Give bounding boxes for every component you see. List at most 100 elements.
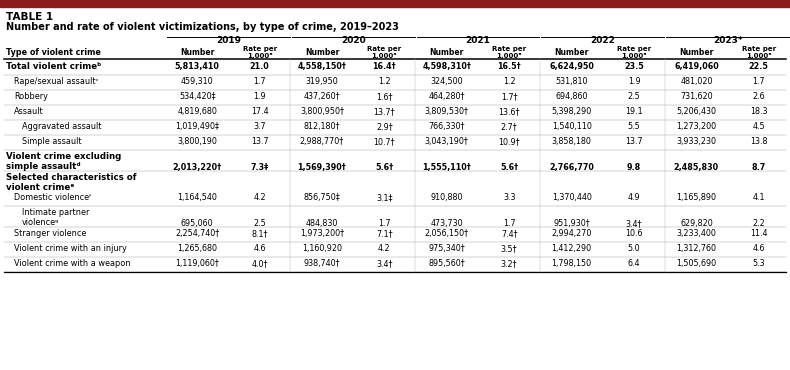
Text: 3,043,190†: 3,043,190† [425,137,468,146]
Text: 4.1: 4.1 [753,193,765,202]
Text: 5.6†: 5.6† [500,163,518,172]
Text: 3,858,180: 3,858,180 [551,137,592,146]
Text: 4.9: 4.9 [628,193,641,202]
Text: 4.6: 4.6 [753,244,765,253]
Text: 812,180†: 812,180† [303,122,340,131]
Text: 2,254,740†: 2,254,740† [175,229,220,238]
Text: Number and rate of violent victimizations, by type of crime, 2019–2023: Number and rate of violent victimization… [6,22,399,32]
Text: 3.3: 3.3 [503,193,515,202]
Text: 6.4: 6.4 [628,259,640,268]
Text: Rape/sexual assaultᶜ: Rape/sexual assaultᶜ [14,77,99,86]
Text: 4.2: 4.2 [254,193,266,202]
Text: 2.5: 2.5 [254,219,266,228]
Text: 2,485,830: 2,485,830 [674,163,719,172]
Text: Stranger violence: Stranger violence [14,229,86,238]
Text: Number: Number [555,48,589,57]
Text: 3.4†: 3.4† [626,219,642,228]
Text: 13.7: 13.7 [625,137,643,146]
Text: 629,820: 629,820 [680,219,713,228]
Text: 1,019,490‡: 1,019,490‡ [175,122,219,131]
Text: 19.1: 19.1 [625,107,643,116]
Text: 2,056,150†: 2,056,150† [425,229,468,238]
Text: 3,800,950†: 3,800,950† [300,107,344,116]
Text: 951,930†: 951,930† [553,219,590,228]
Text: Aggravated assault: Aggravated assault [22,122,101,131]
Text: 3.5†: 3.5† [501,244,517,253]
Text: 3.4†: 3.4† [376,259,393,268]
Text: 856,750‡: 856,750‡ [303,193,340,202]
Text: 5,813,410: 5,813,410 [175,62,220,71]
Text: 2.7†: 2.7† [501,122,517,131]
Text: 1.2: 1.2 [378,77,391,86]
Text: 7.3‡: 7.3‡ [250,163,269,172]
Text: 1,798,150: 1,798,150 [551,259,592,268]
Text: Number: Number [180,48,214,57]
Text: 766,330†: 766,330† [428,122,465,131]
Text: Selected characteristics of
violent crimeᵉ: Selected characteristics of violent crim… [6,173,137,192]
Text: 975,340†: 975,340† [428,244,465,253]
Text: 7.1†: 7.1† [376,229,393,238]
Text: 3,233,400: 3,233,400 [676,229,717,238]
Text: Assault: Assault [14,107,43,116]
Text: 1.6†: 1.6† [376,92,393,101]
Text: 481,020: 481,020 [680,77,713,86]
Text: 16.4†: 16.4† [373,62,397,71]
Text: Simple assault: Simple assault [22,137,81,146]
Text: 1,569,390†: 1,569,390† [298,163,346,172]
Text: 5.6†: 5.6† [375,163,393,172]
Text: 18.3: 18.3 [750,107,768,116]
Text: TABLE 1: TABLE 1 [6,12,53,22]
Text: 4.0†: 4.0† [251,259,268,268]
Text: 1.9: 1.9 [628,77,641,86]
Text: 10.6: 10.6 [625,229,643,238]
Text: 2,766,770: 2,766,770 [549,163,594,172]
Text: 1.2: 1.2 [503,77,516,86]
Text: 4,598,310†: 4,598,310† [423,62,472,71]
Text: Violent crime with an injury: Violent crime with an injury [14,244,126,253]
Text: 2.9†: 2.9† [376,122,393,131]
Text: 695,060: 695,060 [181,219,213,228]
Text: 2.2: 2.2 [752,219,766,228]
Text: Number: Number [305,48,339,57]
Text: 3.2†: 3.2† [501,259,517,268]
Text: 22.5: 22.5 [749,62,769,71]
Text: Rate per
1,000ᵃ: Rate per 1,000ᵃ [243,46,276,59]
Text: 2,988,770†: 2,988,770† [300,137,344,146]
Text: 7.4†: 7.4† [501,229,517,238]
Text: 1,265,680: 1,265,680 [177,244,217,253]
Text: 4.5: 4.5 [753,122,765,131]
Text: 13.6†: 13.6† [498,107,520,116]
Text: 938,740†: 938,740† [303,259,340,268]
Text: 1,160,920: 1,160,920 [302,244,342,253]
Text: 4.2: 4.2 [378,244,391,253]
Text: 5,398,290: 5,398,290 [551,107,592,116]
Text: 1.7: 1.7 [378,219,391,228]
Text: 6,624,950: 6,624,950 [549,62,594,71]
Text: 13.7: 13.7 [250,137,269,146]
Text: 1.7: 1.7 [254,77,266,86]
Text: 464,280†: 464,280† [428,92,465,101]
Text: 1,165,890: 1,165,890 [676,193,717,202]
Text: 13.7†: 13.7† [374,107,395,116]
Text: 2019: 2019 [216,36,241,45]
Text: 1,370,440: 1,370,440 [551,193,592,202]
Text: 9.8: 9.8 [627,163,641,172]
Text: 3,809,530†: 3,809,530† [425,107,468,116]
Text: 4,558,150†: 4,558,150† [298,62,347,71]
Text: 5.0: 5.0 [628,244,641,253]
Text: 6,419,060: 6,419,060 [674,62,719,71]
Text: 1,505,690: 1,505,690 [676,259,717,268]
Text: 3,800,190: 3,800,190 [177,137,217,146]
Text: Robbery: Robbery [14,92,48,101]
Text: 319,950: 319,950 [306,77,338,86]
Text: Rate per
1,000ᵃ: Rate per 1,000ᵃ [492,46,526,59]
Text: Number: Number [679,48,713,57]
Text: 1,119,060†: 1,119,060† [175,259,219,268]
Text: 5.5: 5.5 [627,122,641,131]
Text: 2.5: 2.5 [627,92,641,101]
Text: 23.5: 23.5 [624,62,644,71]
Text: 4,819,680: 4,819,680 [177,107,217,116]
Text: Total violent crimeᵇ: Total violent crimeᵇ [6,62,101,71]
Text: 8.7: 8.7 [751,163,766,172]
Text: Type of violent crime: Type of violent crime [6,48,101,57]
